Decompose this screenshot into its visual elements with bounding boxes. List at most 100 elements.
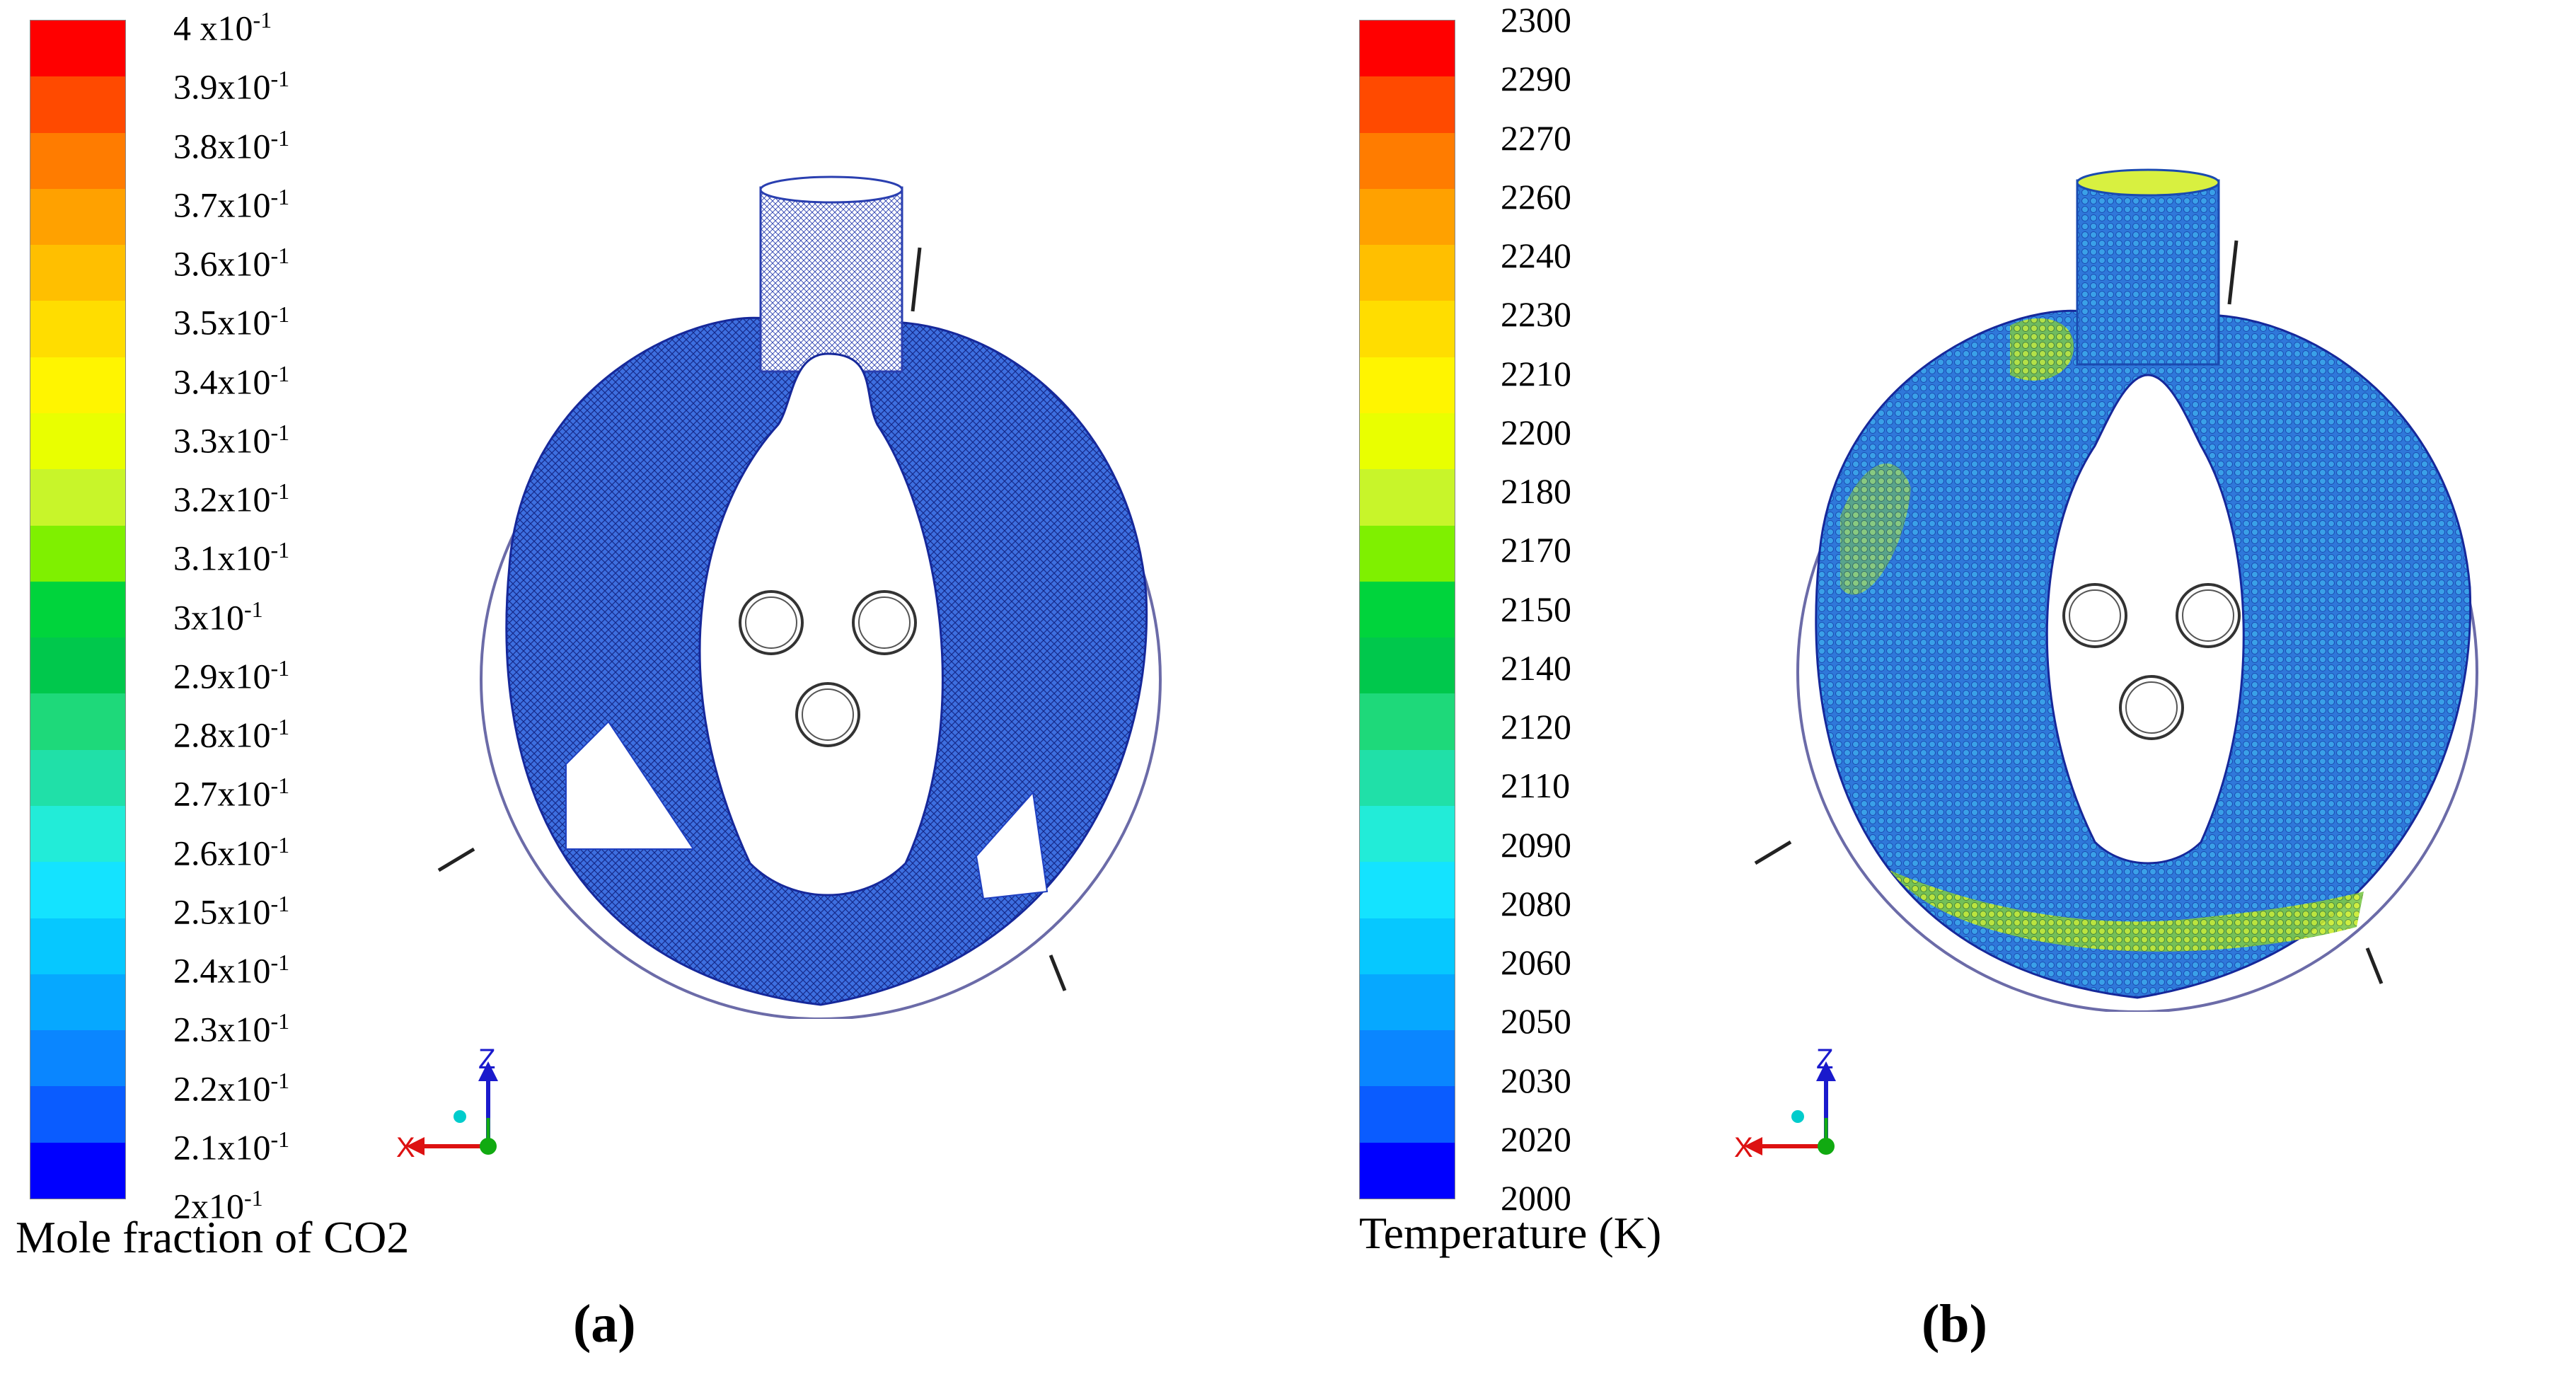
colorbar-tick-label: 2230 [1501,294,1571,335]
hot-zone-bottom [1890,870,2364,952]
hole-2-b [2176,583,2241,648]
colorbar-segment [30,21,125,77]
hole-3 [795,682,860,747]
colorbar-ticks-temperature: 2300 2290 2270 2260 2240 2230 2210 2200 2180 2170… [1501,0,1798,1217]
colorbar-tick-label: 2260 [1501,176,1571,217]
colorbar-tick-label: 2.6x10-1 [173,831,290,873]
colorbar-segment [30,469,125,526]
colorbar-tick-label: 2150 [1501,589,1571,629]
pin-left [437,847,475,872]
colorbar-temperature [1359,20,1455,1199]
colorbar-segment [30,1142,125,1199]
colorbar-segment [30,1086,125,1143]
panel-b: 2300 2290 2270 2260 2240 2230 2210 2200 2180 2170… [1288,0,2576,1384]
colorbar-tick-label: 2210 [1501,353,1571,393]
colorbar-tick-label: 2.4x10-1 [173,950,290,991]
colorbar-segment [30,132,125,189]
colorbar-co2 [30,20,126,1199]
central-void [698,352,944,896]
hole-1-b [2062,583,2127,648]
colorbar-segment [30,301,125,357]
colorbar-tick-label: 2180 [1501,471,1571,511]
colorbar-segment [1360,805,1455,863]
inlet-opening-b [2076,168,2220,197]
colorbar-segment [1360,21,1455,77]
colorbar-segment [30,525,125,582]
colorbar-segment [1360,245,1455,301]
colorbar-segment [30,805,125,863]
colorbar-segment [1360,749,1455,806]
colorbar-tick-label: 2.3x10-1 [173,1008,290,1049]
sublabel-a: (a) [573,1294,636,1354]
hot-zone-top [2010,318,2074,381]
hole-3-b [2119,675,2184,740]
colorbar-tick-label: 2.9x10-1 [173,654,290,696]
z-axis-label: Z [478,1047,495,1075]
colorbar-tick-label: 3.2x10-1 [173,478,290,519]
colorbar-tick-label: 3.6x10-1 [173,243,290,284]
pin-left-b [1754,840,1792,865]
colorbar-segment [30,974,125,1031]
pocket-right [975,790,1049,900]
colorbar-tick-label: 2x10-1 [173,1185,263,1226]
x-axis-label: X [396,1132,415,1163]
colorbar-segment [1360,974,1455,1031]
colorbar-segment [1360,76,1455,133]
hole-1 [739,590,804,655]
colorbar-tick-label: 2.2x10-1 [173,1067,290,1109]
colorbar-segment [30,749,125,806]
x-axis-label-b: X [1734,1132,1753,1163]
colorbar-tick-label: 2050 [1501,1001,1571,1042]
colorbar-segment [1360,1086,1455,1143]
colorbar-segment [30,693,125,750]
z-axis-label-b: Z [1816,1047,1833,1075]
pin-top [911,247,922,312]
colorbar-tick-label: 2080 [1501,883,1571,923]
colorbar-segment [30,1030,125,1087]
colorbar-segment [1360,357,1455,413]
colorbar-tick-label: 2240 [1501,236,1571,275]
colorbar-tick-label: 2030 [1501,1060,1571,1100]
axis-triad-a: Z X [396,1047,498,1163]
panel-a: 4 x10-1 3.9x10-1 3.8x10-1 3.7x10-1 3.6x10-1 3… [16,0,1162,1354]
colorbar-tick-label: 3.7x10-1 [173,183,290,225]
axis-triad-b: Z X [1734,1047,1836,1163]
colorbar-tick-label: 2.7x10-1 [173,773,290,814]
colorbar-segment [30,76,125,133]
colorbar-tick-label: 3.4x10-1 [173,360,290,402]
colorbar-tick-label: 2200 [1501,412,1571,452]
hot-zone-left [1840,463,1911,595]
colorbar-tick-label: 2170 [1501,530,1571,570]
inlet-tube-b [2076,179,2220,366]
inlet-opening [759,175,903,204]
legend-title-temperature: Temperature (K) [1359,1208,1662,1258]
y-axis-origin [480,1138,497,1155]
co2-contour-plot [437,175,1162,1019]
colorbar-tick-label: 2.8x10-1 [173,714,290,755]
colorbar-tick-label: 2090 [1501,824,1571,865]
legend-title-co2: Mole fraction of CO2 [16,1212,410,1262]
colorbar-tick-label: 2110 [1501,766,1571,806]
colorbar-tick-label: 2140 [1501,647,1571,688]
view-origin-dot [454,1110,466,1123]
colorbar-ticks-co2: 4 x10-1 3.9x10-1 3.8x10-1 3.7x10-1 3.6x10-1 3… [173,0,470,1224]
colorbar-segment [30,918,125,974]
colorbar-segment [1360,862,1455,918]
colorbar-tick-label: 2.1x10-1 [173,1126,290,1167]
colorbar-tick-label: 3.5x10-1 [173,301,290,342]
temperature-contour-plot [1754,168,2478,1012]
colorbar-segment [30,188,125,246]
colorbar-segment [1360,525,1455,582]
colorbar-tick-label: 2300 [1501,0,1571,40]
colorbar-segment [30,357,125,413]
colorbar-tick-label: 2120 [1501,707,1571,746]
central-void-b [2045,374,2245,865]
colorbar-segment [30,862,125,918]
colorbar-segment [30,638,125,694]
colorbar-segment [1360,1030,1455,1087]
colorbar-tick-label: 2.5x10-1 [173,890,290,932]
colorbar-segment [1360,469,1455,526]
sublabel-b: (b) [1922,1294,1987,1354]
colorbar-tick-label: 2060 [1501,942,1571,982]
colorbar-tick-label: 2290 [1501,59,1571,99]
